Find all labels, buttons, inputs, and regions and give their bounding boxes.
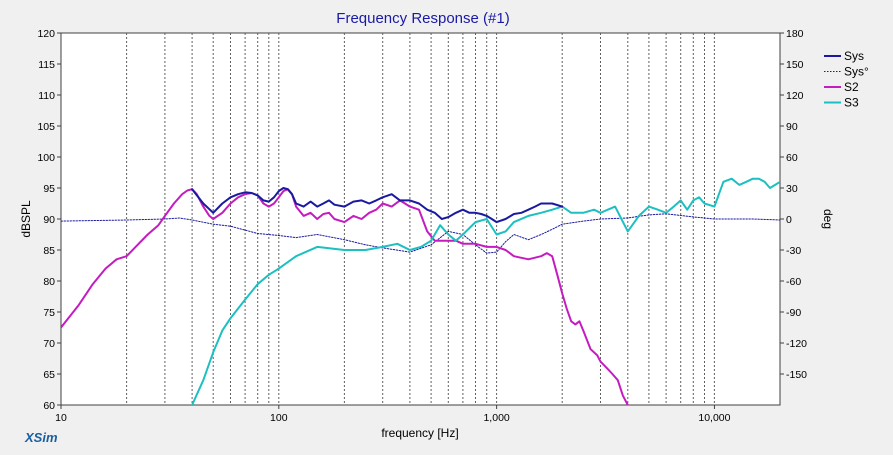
- y-tick-label: 65: [43, 369, 55, 381]
- y-tick-label: 60: [43, 400, 55, 412]
- y-tick-label: 105: [37, 121, 55, 133]
- y2-tick-label: -120: [786, 338, 807, 350]
- legend: Sys Sys°S2 S3: [824, 49, 869, 110]
- y2-tick-label: 150: [786, 59, 804, 71]
- y2-tick-label: -30: [786, 245, 801, 257]
- legend-label-sys: Sys: [844, 49, 864, 63]
- y2-tick-label: -150: [786, 369, 807, 381]
- x-tick-label: 1,000: [483, 412, 509, 424]
- chart-title: Frequency Response (#1): [336, 10, 509, 27]
- y2-tick-label: -60: [786, 276, 801, 288]
- y-tick-label: 115: [38, 59, 55, 71]
- y-tick-label: 75: [43, 307, 55, 319]
- y-tick-label: 80: [43, 276, 55, 288]
- y2-tick-label: 0: [786, 214, 792, 226]
- y2-tick-label: 120: [786, 90, 804, 102]
- x-tick-label: 10: [55, 412, 67, 424]
- y2-tick-label: -90: [786, 307, 801, 319]
- axis-ticks: 6065707580859095100105110115120-150-120-…: [37, 28, 807, 424]
- xsim-watermark: XSim: [24, 430, 58, 445]
- y2-tick-label: 60: [786, 152, 798, 164]
- legend-label-s2: S2: [844, 80, 859, 94]
- x-tick-label: 100: [270, 412, 288, 424]
- series-line-sys-phase: [61, 213, 780, 254]
- legend-label-sys-phase: Sys°: [844, 65, 869, 79]
- series-line-s3: [191, 177, 780, 405]
- y-tick-label: 70: [43, 338, 55, 350]
- x-tick-label: 10,000: [698, 412, 730, 424]
- y2-axis-label: deg: [821, 209, 835, 229]
- grid-lines: [126, 33, 715, 405]
- y-tick-label: 100: [37, 152, 55, 164]
- legend-label-s3: S3: [844, 96, 859, 110]
- y-tick-label: 120: [37, 28, 55, 40]
- y-axis-label: dBSPL: [19, 200, 33, 238]
- y2-tick-label: 180: [786, 28, 804, 40]
- y-tick-label: 85: [43, 245, 55, 257]
- plot-background: [60, 32, 781, 406]
- y-tick-label: 90: [43, 214, 55, 226]
- series-line-sys: [191, 187, 564, 224]
- y2-tick-label: 90: [786, 121, 798, 133]
- y-tick-label: 95: [43, 183, 55, 195]
- y2-tick-label: 30: [786, 183, 798, 195]
- y-tick-label: 110: [38, 90, 55, 102]
- x-axis-label: frequency [Hz]: [381, 426, 458, 440]
- series-lines: [61, 177, 780, 405]
